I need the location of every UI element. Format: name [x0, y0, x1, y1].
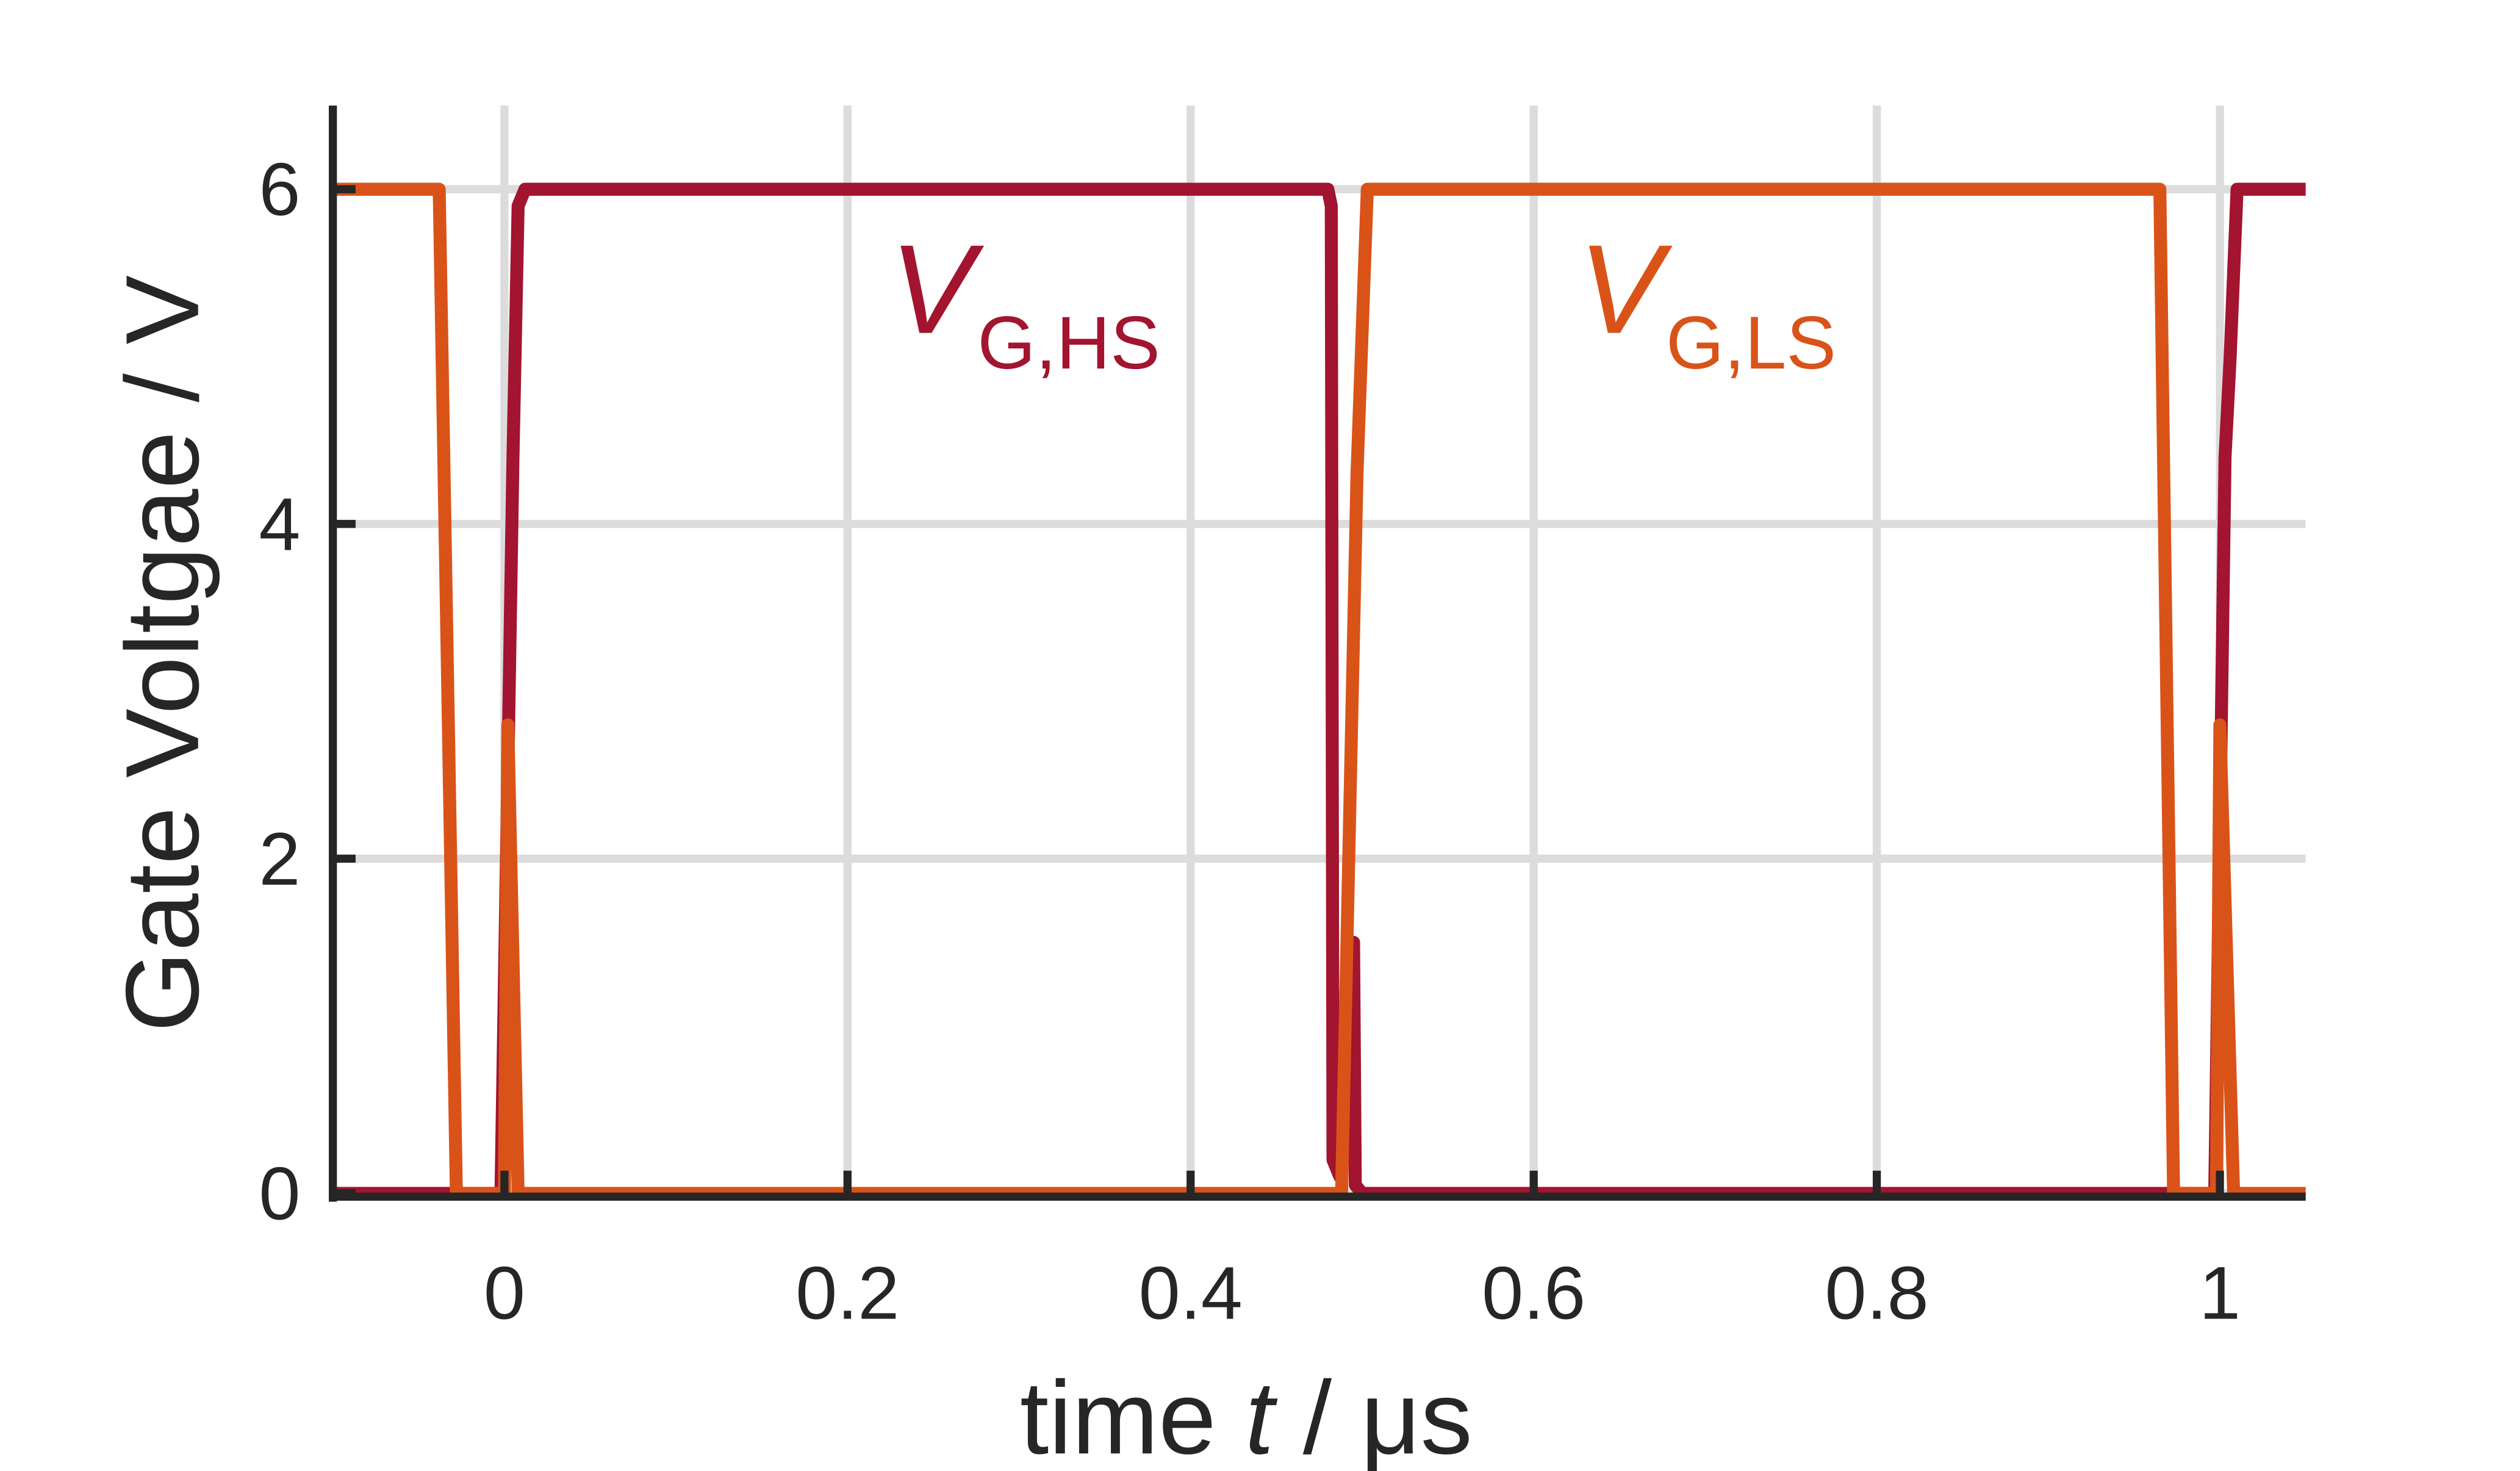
x-tick-label: 0.2: [795, 1251, 899, 1334]
x-tick-label: 0.8: [1825, 1251, 1929, 1334]
x-axis-label-part: time: [1020, 1360, 1245, 1471]
y-axis-label: Gate Voltgae / V: [105, 275, 221, 1032]
x-axis-label-part: t: [1245, 1360, 1278, 1471]
annotation: V G,HS: [890, 218, 1160, 385]
y-tick-label: 4: [259, 482, 300, 566]
series-line: [332, 182, 2306, 1200]
x-tick-label: 0.4: [1139, 1251, 1243, 1334]
series-line: [332, 182, 2306, 1200]
y-tick-label: 0: [259, 1152, 300, 1235]
x-tick-label: 0.6: [1482, 1251, 1585, 1334]
annotation: V G,LS: [1578, 218, 1836, 385]
x-tick-label: 0: [484, 1251, 525, 1334]
annotation-subscript: G,HS: [977, 301, 1160, 384]
grid: [332, 106, 2306, 1198]
axes: [328, 106, 2306, 1202]
y-tick-label: 2: [259, 817, 300, 901]
y-tick-label: 6: [259, 148, 300, 231]
annotation-symbol: V: [890, 218, 985, 360]
annotation-symbol: V: [1578, 218, 1673, 360]
x-tick-label: 1: [2199, 1251, 2241, 1334]
x-axis-label: time t / μs: [1020, 1360, 1473, 1471]
plot-lines: [332, 182, 2306, 1200]
x-axis-label-part: / μs: [1274, 1360, 1472, 1471]
annotation-subscript: G,LS: [1666, 301, 1836, 384]
